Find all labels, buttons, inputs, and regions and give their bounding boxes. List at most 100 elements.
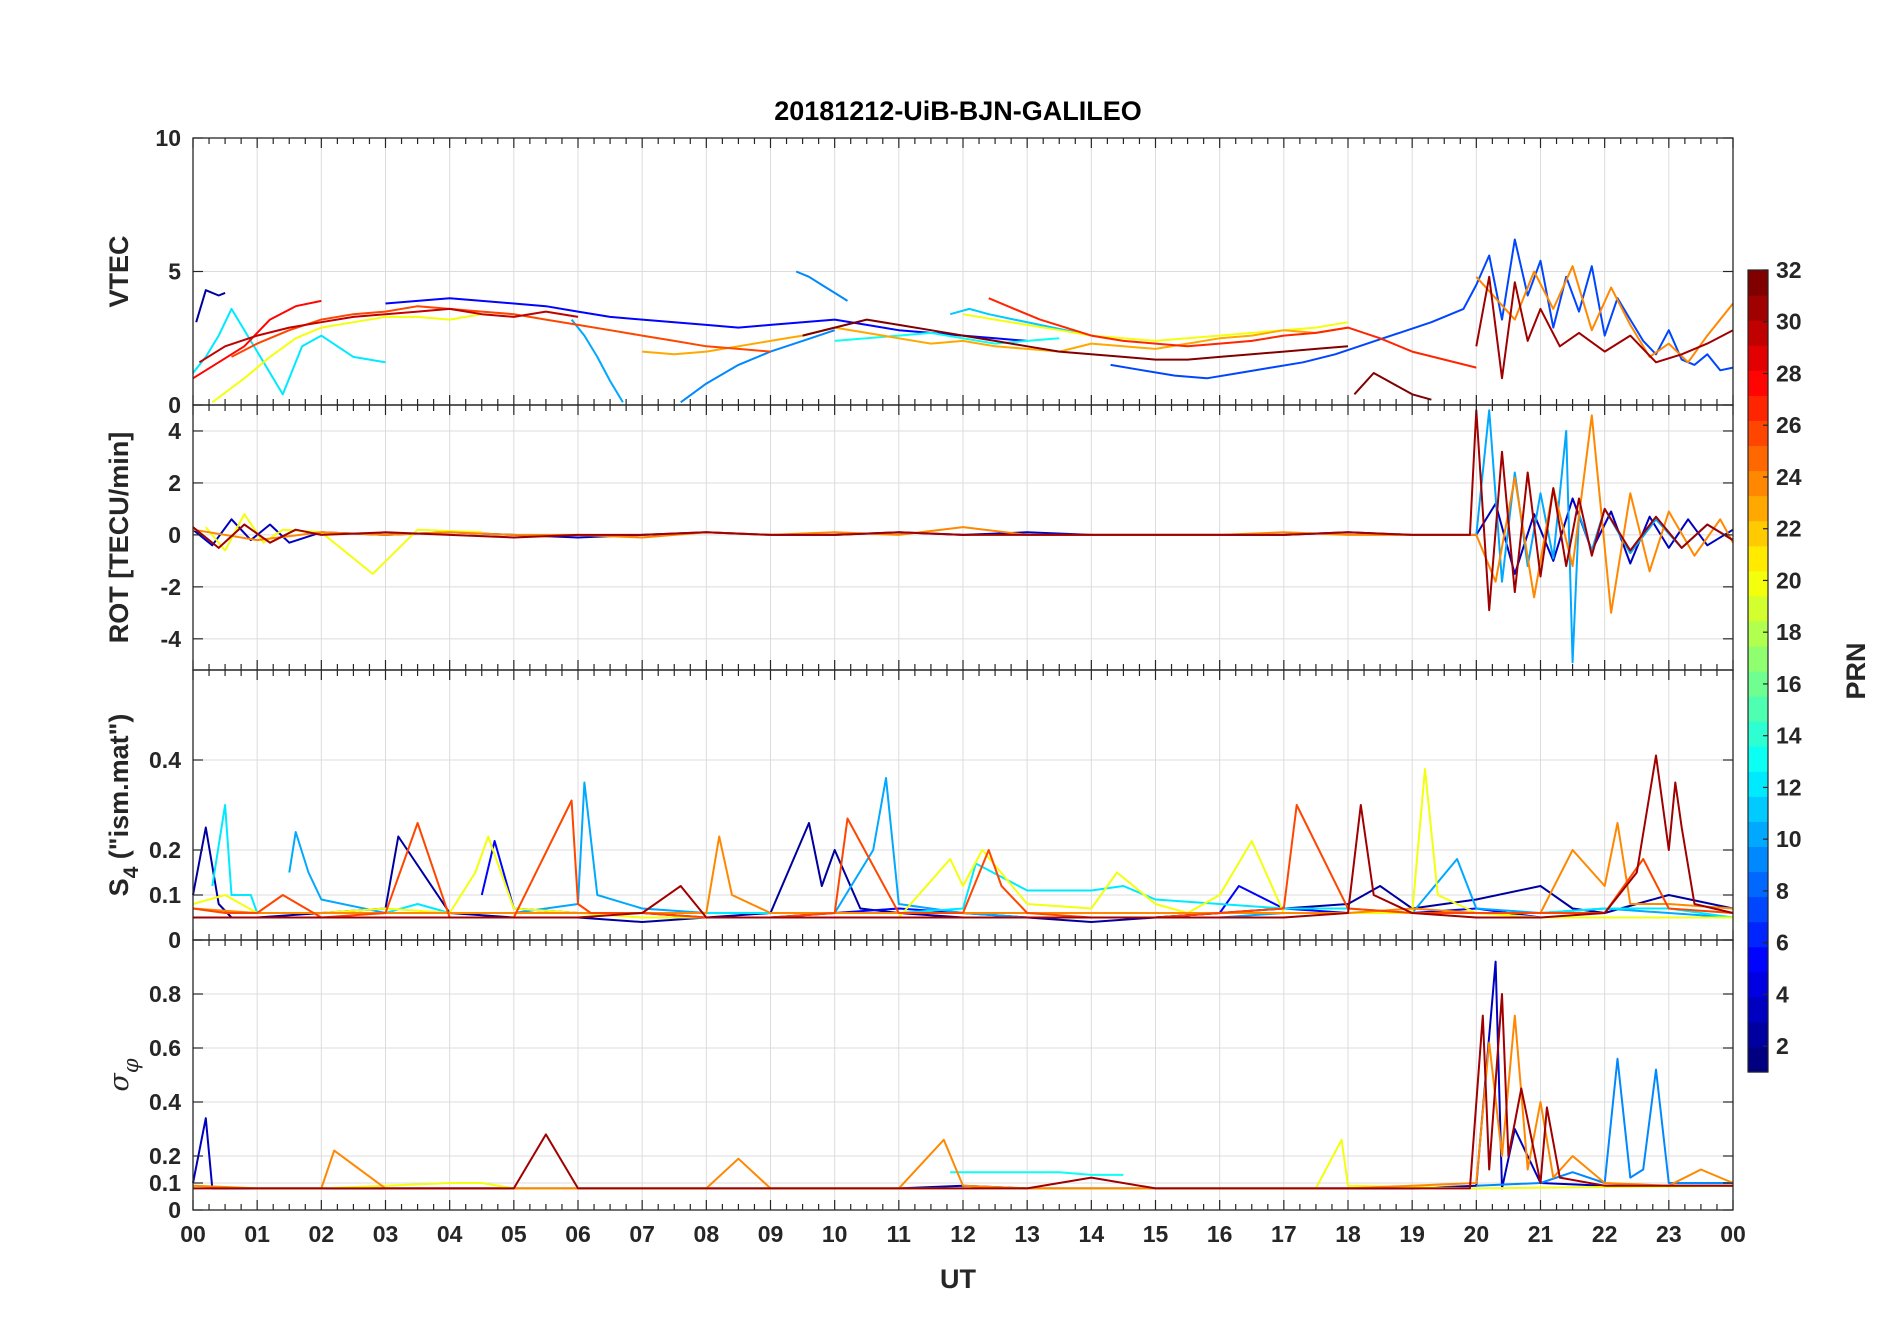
colorbar-segment [1748, 545, 1768, 572]
colorbar-segment [1748, 470, 1768, 497]
x-tick-label: 11 [887, 1221, 912, 1247]
series-prn-31 [192, 409, 1734, 612]
series-prn-28 [192, 299, 322, 380]
x-tick-label: 10 [822, 1221, 848, 1247]
y-tick-label: 0.6 [149, 1035, 181, 1061]
colorbar-segment [1748, 671, 1768, 697]
x-tick-label: 07 [629, 1221, 655, 1247]
colorbar-tick-label: 32 [1776, 257, 1802, 283]
y-tick-label: -4 [161, 626, 182, 652]
colorbar-segment [1748, 871, 1768, 898]
x-tick-label: 15 [1143, 1221, 1169, 1247]
series-prn-11 [949, 307, 1092, 337]
x-tick-label: 16 [1207, 1221, 1233, 1247]
colorbar-segment [1748, 320, 1768, 346]
x-tick-label: 00 [1720, 1221, 1746, 1247]
series-prn-26 [192, 799, 1734, 919]
y-tick-label: 0.1 [149, 1170, 181, 1196]
y-tick-label: 0.4 [149, 747, 181, 773]
y-axis-label-rot: ROT [TECU/min] [104, 432, 134, 643]
x-tick-label: 20 [1464, 1221, 1490, 1247]
series-prn-32 [802, 318, 1349, 361]
x-tick-label: 17 [1271, 1221, 1297, 1247]
series-prn-20 [211, 313, 482, 404]
x-tick-label: 21 [1528, 1221, 1554, 1247]
colorbar-tick-label: 10 [1776, 826, 1802, 852]
x-tick-label: 00 [180, 1221, 206, 1247]
y-tick-label: 5 [168, 259, 181, 285]
series-prn-30 [198, 307, 579, 364]
colorbar-segment [1748, 295, 1768, 321]
x-tick-label: 01 [244, 1221, 270, 1247]
chart-title: 20181212-UiB-BJN-GALILEO [774, 96, 1142, 126]
y-tick-label: 0 [168, 927, 181, 953]
x-tick-label: 23 [1656, 1221, 1682, 1247]
colorbar-segment [1748, 946, 1768, 973]
colorbar-tick-label: 30 [1776, 309, 1802, 335]
series-prn-9 [1476, 1057, 1733, 1187]
x-axis-label: UT [940, 1264, 976, 1294]
series-prn-20 [192, 768, 1733, 919]
series-prn-31 [1475, 275, 1734, 380]
series-prn-23 [642, 326, 1349, 356]
colorbar-tick-label: 4 [1776, 981, 1789, 1007]
series-prn-10 [1475, 409, 1734, 664]
series-prn-10 [570, 318, 624, 403]
x-tick-label: 13 [1014, 1221, 1040, 1247]
x-tick-label: 04 [437, 1221, 463, 1247]
y-tick-label: 0.8 [149, 981, 181, 1007]
series-prn-31 [193, 754, 1734, 919]
colorbar-tick-label: 26 [1776, 412, 1802, 438]
colorbar-segment [1748, 796, 1768, 822]
series-group [192, 960, 1734, 1190]
colorbar-segment [1748, 270, 1768, 296]
colorbar-segment [1748, 821, 1768, 848]
y-tick-label: 0.2 [149, 1143, 181, 1169]
panel-rot: -4 -2 0 2 4 ROT [TECU/min] [104, 404, 1734, 671]
colorbar-segment [1748, 1046, 1768, 1073]
colorbar-tick-label: 16 [1776, 671, 1802, 697]
y-tick-label: 0.1 [149, 882, 181, 908]
series-prn-5 [385, 297, 1028, 342]
colorbar-tick-label: 18 [1776, 619, 1802, 645]
y-tick-label: -2 [161, 574, 181, 600]
panel-vtec: 0 5 10 VTEC [104, 125, 1734, 418]
y-tick-label: 0.2 [149, 837, 181, 863]
colorbar-segment [1748, 921, 1768, 948]
colorbar-tick-label: 20 [1776, 567, 1802, 593]
colorbar-tick-label: 2 [1776, 1033, 1789, 1059]
y-tick-label: 4 [168, 418, 181, 444]
colorbar-segment [1748, 645, 1768, 672]
colorbar-segment [1748, 420, 1768, 447]
x-tick-label: 14 [1079, 1221, 1105, 1247]
y-tick-label: 0 [168, 392, 181, 418]
series-prn-13 [950, 1171, 1124, 1176]
series-prn-27 [988, 297, 1477, 369]
y-tick-label: 0.4 [149, 1089, 181, 1115]
colorbar-segment [1748, 721, 1768, 747]
series-prn-24 [1475, 265, 1734, 364]
colorbar-segment [1748, 520, 1768, 547]
colorbar-segment [1748, 370, 1768, 396]
series-prn-9 [795, 270, 849, 302]
x-tick-label: 05 [501, 1221, 527, 1247]
series-prn-24 [192, 414, 1734, 614]
colorbar-tick-label: 22 [1776, 516, 1802, 542]
x-tick-label: 06 [565, 1221, 591, 1247]
series-prn-26 [231, 305, 771, 358]
series-prn-9 [680, 329, 836, 404]
series-prn-13 [834, 331, 1060, 345]
y-tick-label: 0 [168, 522, 181, 548]
y-axis-label-vtec: VTEC [104, 235, 134, 307]
colorbar-frame [1747, 269, 1769, 1073]
x-tick-label: 03 [373, 1221, 399, 1247]
x-tick-label: 18 [1335, 1221, 1361, 1247]
colorbar-segment [1748, 771, 1768, 797]
colorbar-segment [1748, 896, 1768, 923]
colorbar-segment [1748, 846, 1768, 873]
series-group [192, 409, 1734, 664]
colorbar-tick-label: 8 [1776, 878, 1789, 904]
